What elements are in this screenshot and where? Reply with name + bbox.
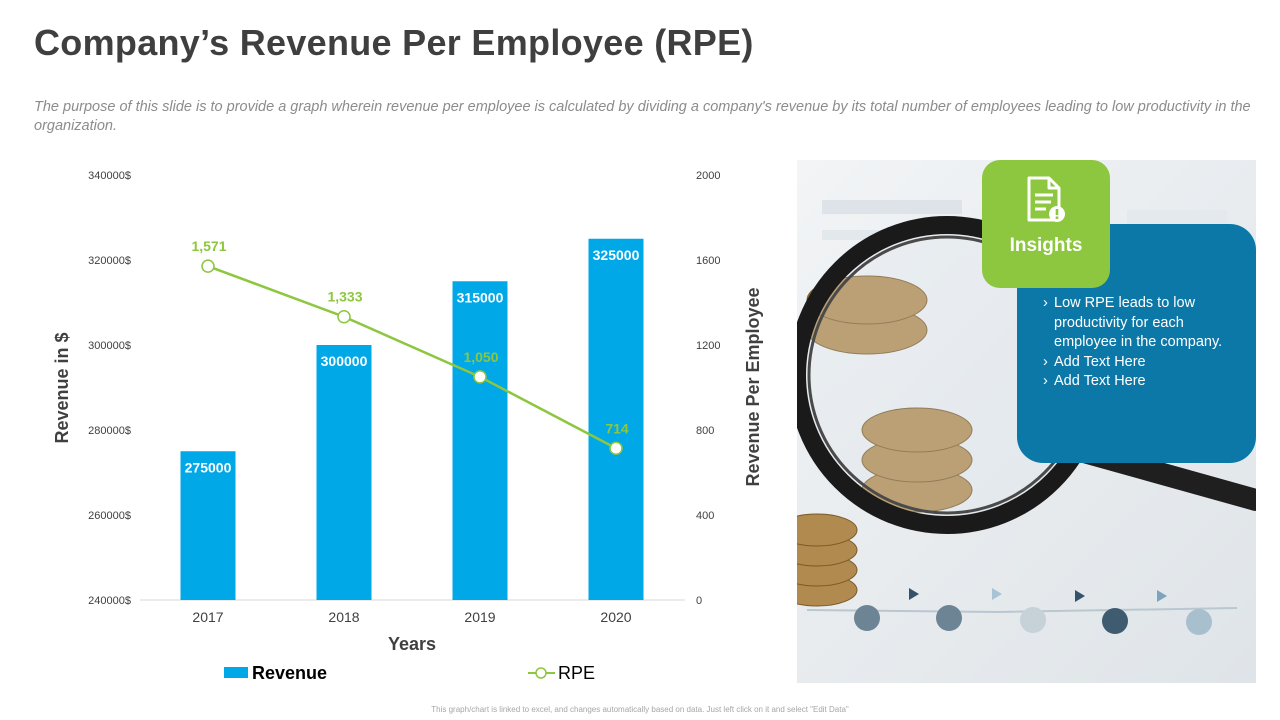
- x-axis-title: Years: [388, 634, 436, 654]
- revenue-rpe-chart: 240000$ 260000$ 280000$ 300000$ 320000$ 34000…: [52, 170, 763, 683]
- revenue-bar: [316, 345, 372, 600]
- rpe-data-labels: 1,571 1,333 1,050 714: [191, 238, 628, 436]
- rpe-points: [201, 259, 623, 456]
- legend-revenue-swatch: [224, 667, 248, 678]
- legend-rpe-label: RPE: [558, 663, 595, 683]
- x-tick-label: 2020: [600, 609, 631, 625]
- revenue-bar: [180, 451, 236, 600]
- rpe-point: [609, 441, 623, 456]
- revenue-bars: [180, 238, 644, 600]
- document-alert-icon: [1027, 176, 1065, 222]
- legend: Revenue RPE: [224, 663, 595, 683]
- revenue-data-labels: 275000 300000 315000 325000: [185, 247, 640, 476]
- right-axis-ticks: 0 400 800 1200 1600 2000: [696, 170, 720, 607]
- x-axis-ticks: 2017 2018 2019 2020: [192, 609, 631, 625]
- rpe-point: [201, 259, 215, 273]
- revenue-data-label: 300000: [321, 353, 368, 369]
- left-axis-ticks: 240000$ 260000$ 280000$ 300000$ 320000$ 34000…: [88, 170, 131, 607]
- y2-tick-label: 400: [696, 510, 714, 522]
- slide-subtitle: The purpose of this slide is to provide …: [34, 99, 1251, 134]
- rpe-data-label: 1,571: [191, 238, 226, 254]
- rpe-data-label: 1,050: [463, 349, 498, 365]
- y-tick-label: 320000$: [88, 255, 131, 267]
- revenue-data-label: 275000: [185, 459, 232, 475]
- x-tick-label: 2017: [192, 609, 223, 625]
- insights-title: Insights: [1009, 235, 1083, 256]
- rpe-point: [473, 370, 487, 384]
- legend-rpe-marker: [535, 667, 547, 679]
- rpe-data-label: 1,333: [327, 289, 362, 305]
- y-tick-label: 340000$: [88, 170, 131, 182]
- revenue-bar: [588, 238, 644, 600]
- y-tick-label: 300000$: [88, 340, 131, 352]
- insight-item: Add Text Here: [1043, 353, 1239, 373]
- y2-tick-label: 800: [696, 425, 714, 437]
- y2-tick-label: 1600: [696, 255, 720, 267]
- y-tick-label: 260000$: [88, 510, 131, 522]
- revenue-data-label: 315000: [457, 289, 504, 305]
- rpe-line: [207, 264, 617, 450]
- insights-badge: Insights: [982, 160, 1110, 288]
- rpe-point: [337, 309, 351, 324]
- y2-tick-label: 1200: [696, 340, 720, 352]
- legend-revenue-label: Revenue: [252, 663, 327, 683]
- footnote: This graph/chart is linked to excel, and…: [431, 705, 849, 714]
- insight-item: Add Text Here: [1043, 372, 1239, 392]
- y-axis-title: Revenue in $: [52, 332, 72, 443]
- rpe-data-label: 714: [605, 420, 629, 436]
- revenue-data-label: 325000: [593, 247, 640, 263]
- y2-tick-label: 0: [696, 595, 702, 607]
- insight-item: Low RPE leads to low productivity for ea…: [1043, 294, 1239, 353]
- y-tick-label: 240000$: [88, 595, 131, 607]
- insights-list: Low RPE leads to low productivity for ea…: [1043, 294, 1239, 392]
- revenue-bar: [452, 281, 508, 600]
- x-tick-label: 2019: [464, 609, 495, 625]
- y2-tick-label: 2000: [696, 170, 720, 182]
- x-tick-label: 2018: [328, 609, 359, 625]
- slide-title: Company’s Revenue Per Employee (RPE): [34, 22, 754, 63]
- y2-axis-title: Revenue Per Employee: [743, 287, 763, 486]
- y-tick-label: 280000$: [88, 425, 131, 437]
